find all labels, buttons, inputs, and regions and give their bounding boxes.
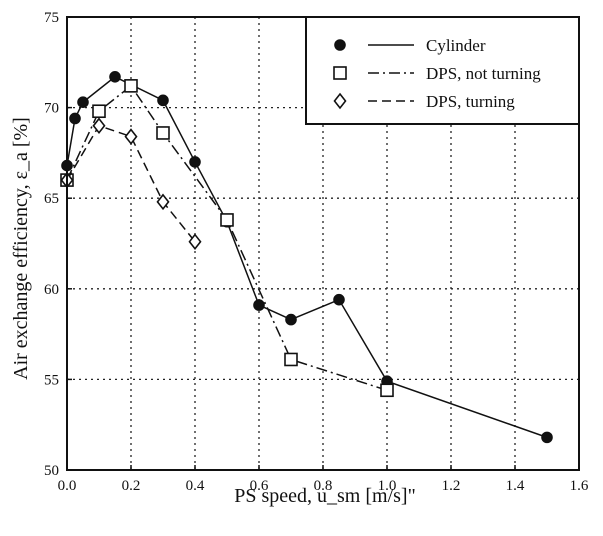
data-point — [188, 233, 202, 250]
legend-item: Cylinder — [334, 36, 486, 55]
data-point — [380, 383, 394, 398]
legend-items: Cylinder DPS, not turning DPS, turning — [333, 36, 541, 111]
data-point — [189, 156, 201, 168]
data-point — [284, 352, 298, 367]
data-point — [69, 112, 81, 125]
x-tick-label: 0.4 — [186, 478, 205, 494]
y-tick-label: 75 — [44, 10, 59, 26]
data-point — [333, 293, 345, 306]
legend-label: Cylinder — [426, 36, 486, 55]
y-axis-title: Air exchange efficiency, ε_a [%] — [10, 117, 32, 380]
legend-marker — [334, 39, 346, 51]
x-tick-label: 1.2 — [442, 478, 461, 494]
x-tick-label: 0.2 — [122, 478, 141, 494]
x-axis-title: PS speed, u_sm [m/s]" — [234, 485, 416, 507]
series-line — [66, 124, 196, 243]
y-tick-label: 55 — [44, 372, 59, 388]
legend-marker — [333, 92, 347, 110]
series-0 — [61, 70, 553, 444]
data-point — [109, 70, 121, 83]
data-point — [92, 117, 106, 135]
legend: Cylinder DPS, not turning DPS, turning — [305, 16, 580, 125]
x-tick-label: 0.8 — [314, 478, 333, 494]
legend-label: DPS, turning — [426, 92, 515, 111]
y-tick-label: 65 — [44, 191, 59, 207]
legend-item: DPS, not turning — [333, 64, 541, 83]
series-2 — [60, 117, 202, 250]
data-point — [156, 193, 170, 211]
legend-box — [305, 16, 580, 125]
x-tick-label: 0.0 — [58, 478, 77, 494]
series-layer — [60, 70, 553, 444]
legend-marker — [333, 66, 347, 80]
x-tick-label: 1.6 — [570, 478, 589, 494]
data-point — [285, 313, 297, 326]
data-point — [92, 104, 106, 119]
series-line — [66, 75, 548, 439]
data-point — [124, 79, 138, 93]
ticks: 0.0 0.2 0.4 0.6 0.8 1.0 1.2 1.4 1.6 50 55 60 65 70 75 — [44, 10, 589, 494]
y-tick-label: 60 — [44, 282, 59, 298]
x-tick-label: 1.0 — [378, 478, 397, 494]
legend-label: DPS, not turning — [426, 64, 541, 83]
data-point — [253, 299, 265, 311]
data-point — [77, 96, 89, 108]
legend-item: DPS, turning — [333, 92, 515, 111]
x-tick-label: 1.4 — [506, 478, 525, 494]
x-tick-label: 0.6 — [250, 478, 269, 494]
data-point — [157, 94, 169, 107]
data-point — [124, 128, 138, 145]
data-point — [220, 213, 234, 227]
y-tick-label: 70 — [44, 101, 59, 117]
y-tick-label: 50 — [44, 463, 59, 479]
series-1 — [60, 79, 394, 398]
series-line — [66, 84, 388, 391]
data-point — [156, 126, 170, 140]
data-point — [541, 431, 553, 444]
